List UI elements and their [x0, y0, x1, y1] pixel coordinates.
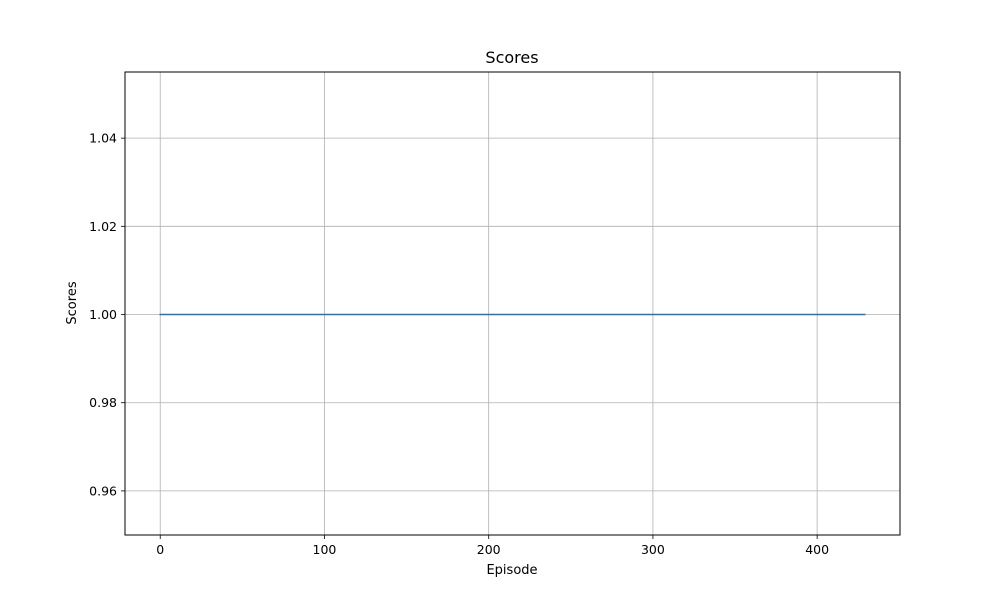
- y-axis-label: Scores: [65, 281, 80, 324]
- plot-area-background: [125, 72, 900, 535]
- x-tick-label: 400: [805, 542, 829, 557]
- x-axis-label: Episode: [486, 563, 537, 578]
- plot-frame: [124, 71, 901, 536]
- x-tick-label: 0: [156, 542, 164, 557]
- y-tick-label: 0.96: [89, 483, 117, 498]
- chart-title: Scores: [485, 48, 538, 67]
- x-tick-label: 200: [477, 542, 501, 557]
- y-tick-label: 1.00: [89, 307, 117, 322]
- y-tick-label: 1.02: [89, 219, 117, 234]
- x-tick-label: 300: [641, 542, 665, 557]
- ticks: 0 100 200 300 400 0.96 0.98 1.00 1.02 1.04: [89, 131, 829, 557]
- x-tick-label: 100: [313, 542, 337, 557]
- y-tick-label: 0.98: [89, 395, 117, 410]
- y-tick-label: 1.04: [89, 131, 117, 146]
